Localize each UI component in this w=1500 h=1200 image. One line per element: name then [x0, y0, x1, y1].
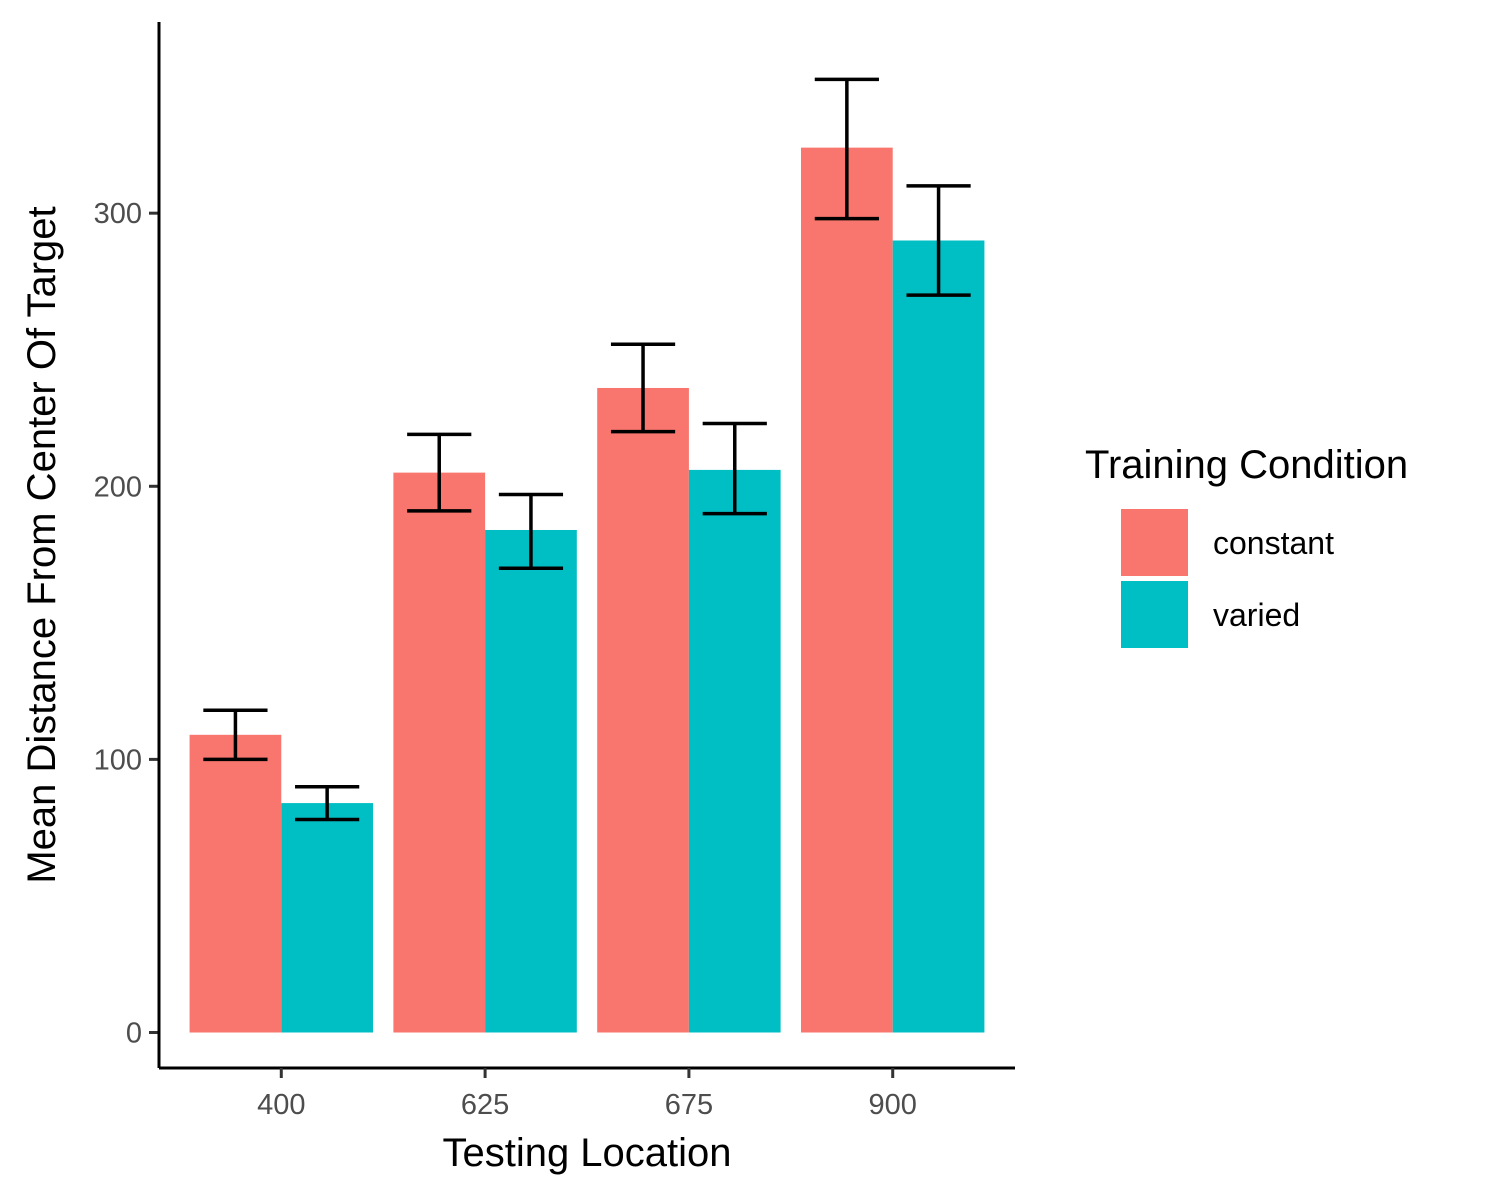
- y-axis-ticks: 0 100 200 300: [94, 198, 159, 1049]
- legend: Training Condition constant varied: [1085, 443, 1408, 648]
- legend-items: constant varied: [1121, 509, 1334, 648]
- error-bar-constant-400: [203, 708, 268, 762]
- legend-title: Training Condition: [1085, 443, 1408, 487]
- error-bar-varied-675: [702, 421, 767, 516]
- x-axis-title: Testing Location: [442, 1131, 731, 1175]
- x-axis-ticks: 400 625 675 900: [257, 1068, 917, 1121]
- error-bar-constant-900: [814, 77, 879, 221]
- x-tick-label: 900: [869, 1089, 917, 1121]
- legend-label-varied: varied: [1213, 597, 1300, 633]
- y-tick-label: 200: [94, 471, 142, 503]
- error-bars: [203, 77, 971, 822]
- bar-varied-400: [281, 803, 373, 1033]
- bar-varied-900: [892, 240, 985, 1033]
- y-axis-title: Mean Distance From Center Of Target: [20, 206, 64, 883]
- bar-constant-900: [801, 147, 893, 1033]
- legend-label-constant: constant: [1213, 525, 1334, 561]
- bars: [189, 147, 985, 1033]
- bar-varied-625: [485, 529, 577, 1033]
- error-bar-varied-900: [906, 184, 971, 297]
- x-tick-label: 400: [257, 1089, 305, 1121]
- bar-varied-675: [688, 469, 781, 1033]
- error-bar-varied-625: [498, 492, 564, 570]
- x-tick-label: 675: [665, 1089, 713, 1121]
- y-tick-label: 100: [94, 744, 142, 776]
- error-bar-constant-675: [610, 342, 676, 434]
- legend-key-constant: [1121, 509, 1188, 576]
- bar-constant-675: [597, 387, 689, 1033]
- x-tick-label: 625: [461, 1089, 509, 1121]
- y-tick-label: 0: [126, 1017, 142, 1049]
- legend-key-varied: [1121, 581, 1188, 648]
- error-bar-constant-625: [407, 432, 472, 513]
- y-tick-label: 300: [94, 198, 142, 230]
- bar-constant-400: [189, 734, 282, 1033]
- error-bar-varied-400: [295, 784, 360, 822]
- bar-constant-625: [393, 472, 486, 1033]
